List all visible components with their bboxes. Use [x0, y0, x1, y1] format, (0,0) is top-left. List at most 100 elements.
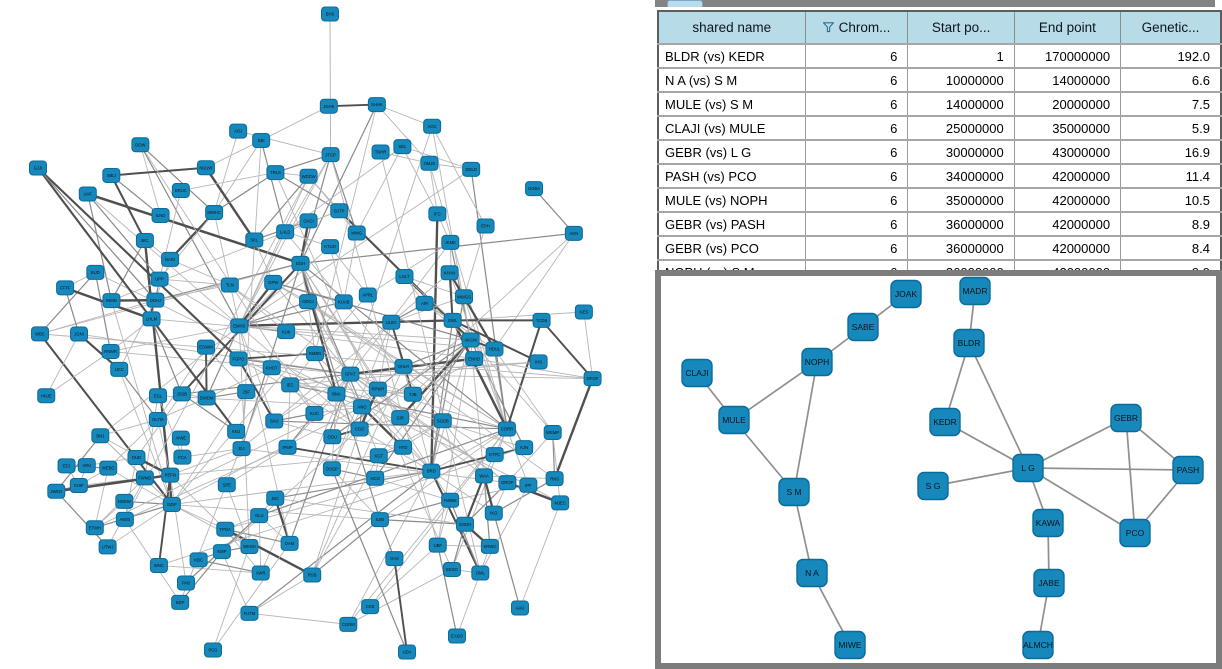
node-shape[interactable]	[480, 538, 499, 554]
network-node[interactable]: UUIO	[382, 314, 401, 330]
network-node[interactable]: BLDR	[953, 328, 985, 358]
table-cell[interactable]: 10000000	[907, 67, 1015, 92]
network-node[interactable]: AKCM	[461, 332, 480, 348]
node-shape[interactable]	[115, 493, 134, 509]
network-node[interactable]: PASH	[1172, 455, 1204, 485]
node-shape[interactable]	[403, 386, 422, 402]
network-node[interactable]: JKMK	[441, 234, 460, 250]
network-node[interactable]: MWHC	[205, 205, 224, 221]
network-node[interactable]: FUTM	[240, 605, 259, 621]
network-node[interactable]: JEC	[266, 490, 285, 506]
network-node[interactable]: KBC	[189, 552, 208, 568]
node-shape[interactable]	[395, 268, 414, 284]
node-shape[interactable]	[150, 271, 169, 287]
table-row[interactable]: GEBR (vs) PASH 6 36000000 42000000 8.9	[657, 211, 1222, 236]
node-shape[interactable]	[498, 475, 517, 491]
node-shape[interactable]	[515, 440, 534, 456]
network-node[interactable]: EIJ	[232, 441, 251, 457]
table-cell[interactable]: 20000000	[1013, 91, 1122, 116]
node-shape[interactable]	[280, 535, 299, 551]
network-node[interactable]: NOPH	[801, 347, 833, 377]
table-row[interactable]: PASH (vs) PCO 6 34000000 42000000 11.4	[657, 163, 1222, 188]
network-node[interactable]: FCA	[173, 449, 192, 465]
network-node[interactable]: TRLS	[266, 165, 285, 181]
network-node[interactable]: FWMD	[135, 470, 154, 486]
node-shape[interactable]	[532, 312, 551, 328]
network-node[interactable]: DROP	[498, 475, 517, 491]
network-node[interactable]: IPF	[519, 477, 538, 493]
table-row[interactable]: GEBR (vs) PCO 6 36000000 42000000 8.4	[657, 235, 1222, 260]
main-network-canvas[interactable]: BHS GJJI PCG UDA EASO PAB AAU RNMR BIC IFC KTPC NAI…	[0, 0, 650, 669]
column-header-end-point[interactable]: End point	[1013, 10, 1122, 45]
table-row[interactable]: BLDR (vs) KEDR 6 1 170000000 192.0	[657, 43, 1222, 68]
node-shape[interactable]	[323, 429, 342, 445]
table-cell[interactable]: 14000000	[1013, 67, 1122, 92]
network-node[interactable]: AWR	[251, 565, 270, 581]
network-node[interactable]: IEC	[281, 377, 300, 393]
node-shape[interactable]	[321, 147, 340, 163]
node-shape[interactable]	[834, 630, 866, 660]
node-shape[interactable]	[1110, 403, 1142, 433]
table-cell[interactable]: PASH (vs) PCO	[657, 163, 806, 188]
table-cell[interactable]: 14000000	[907, 91, 1015, 116]
network-node[interactable]: KTPC	[485, 447, 504, 463]
node-shape[interactable]	[102, 293, 121, 309]
node-shape[interactable]	[196, 339, 215, 355]
table-row[interactable]: MULE (vs) NOPH 6 35000000 42000000 10.5	[657, 187, 1222, 212]
network-node[interactable]: TNHR	[371, 144, 390, 160]
node-shape[interactable]	[334, 294, 353, 310]
network-node[interactable]: AIR	[415, 295, 434, 311]
table-row[interactable]: CLAJI (vs) MULE 6 25000000 35000000 5.9	[657, 115, 1222, 140]
network-node[interactable]: GPAT	[341, 366, 360, 382]
node-shape[interactable]	[358, 287, 377, 303]
network-node[interactable]: WAA	[475, 468, 494, 484]
table-cell[interactable]: 10.5	[1120, 187, 1222, 212]
network-node[interactable]: RPWR	[368, 381, 387, 397]
table-cell[interactable]: BLDR (vs) KEDR	[657, 43, 806, 68]
table-cell[interactable]: 6	[804, 139, 909, 164]
network-node[interactable]: EGH	[291, 255, 310, 271]
network-node[interactable]: DDLD	[462, 161, 481, 177]
network-node[interactable]: UDA	[398, 644, 416, 660]
network-node[interactable]: KRWC	[480, 538, 499, 554]
network-node[interactable]: ODGJ	[299, 294, 318, 310]
network-node[interactable]: EPH	[476, 218, 495, 234]
node-shape[interactable]	[385, 551, 404, 567]
network-node[interactable]: WDDW	[299, 168, 318, 184]
node-shape[interactable]	[327, 386, 346, 402]
network-node[interactable]: AOJ	[229, 123, 248, 139]
filter-funnel-icon[interactable]	[822, 21, 835, 36]
node-shape[interactable]	[266, 165, 285, 181]
node-shape[interactable]	[471, 565, 490, 581]
network-node[interactable]: BIC	[135, 232, 154, 248]
node-shape[interactable]	[251, 565, 270, 581]
network-node[interactable]: OLU	[250, 508, 269, 524]
network-node[interactable]: KGT	[369, 448, 388, 464]
table-cell[interactable]: 170000000	[1013, 43, 1122, 68]
network-node[interactable]: SGDB	[433, 413, 452, 429]
node-shape[interactable]	[917, 471, 949, 501]
network-node[interactable]: DFOF	[583, 371, 602, 387]
table-cell[interactable]: 36000000	[907, 211, 1015, 236]
column-header-start-po-[interactable]: Start po...	[907, 10, 1015, 45]
node-shape[interactable]	[276, 224, 295, 240]
node-shape[interactable]	[177, 575, 195, 591]
network-node[interactable]: BNA	[327, 386, 346, 402]
node-shape[interactable]	[574, 304, 593, 320]
network-node[interactable]: ILNO	[151, 207, 170, 223]
node-shape[interactable]	[102, 167, 121, 183]
node-shape[interactable]	[146, 292, 165, 308]
node-shape[interactable]	[371, 144, 390, 160]
network-node[interactable]: MIWE	[834, 630, 866, 660]
network-node[interactable]: AKN	[564, 225, 583, 241]
node-shape[interactable]	[101, 343, 120, 359]
table-cell[interactable]: CLAJI (vs) MULE	[657, 115, 806, 140]
network-node[interactable]: CLAJI	[681, 358, 713, 388]
network-node[interactable]: DWDM	[197, 390, 216, 406]
node-shape[interactable]	[85, 520, 104, 536]
node-shape[interactable]	[173, 449, 192, 465]
network-node[interactable]: WBC	[31, 326, 50, 342]
node-shape[interactable]	[197, 390, 216, 406]
table-cell[interactable]: GEBR (vs) L G	[657, 139, 806, 164]
node-shape[interactable]	[149, 388, 168, 404]
